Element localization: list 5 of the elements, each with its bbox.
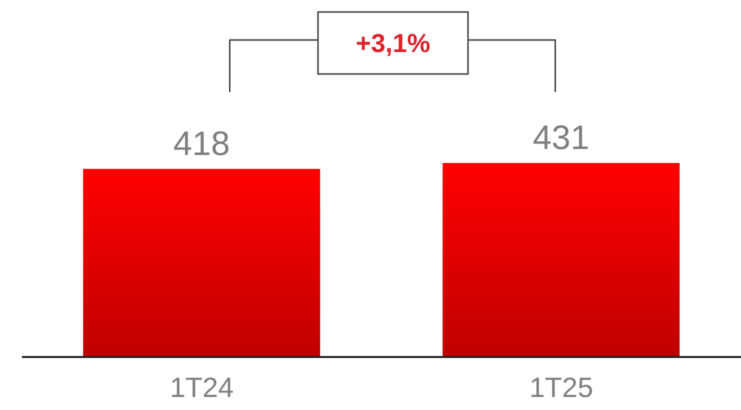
x-tick-label: 1T25 [529, 372, 594, 403]
x-tick-label: 1T24 [170, 372, 234, 403]
data-label: 418 [173, 124, 230, 163]
data-label: 431 [532, 118, 590, 157]
text: +3,1% [356, 28, 430, 58]
